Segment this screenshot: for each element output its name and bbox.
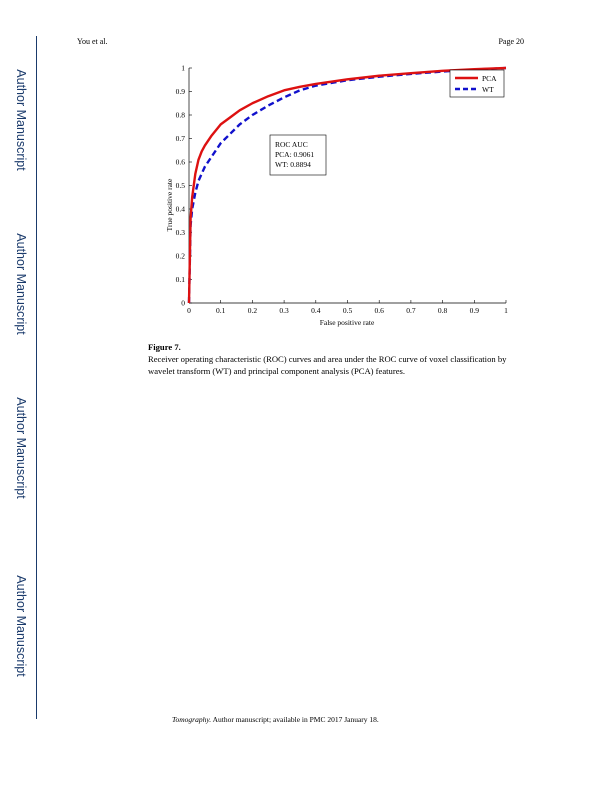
y-tick-label: 0.4 <box>176 205 186 214</box>
x-tick-label: 0.4 <box>311 306 321 315</box>
x-tick-label: 0.5 <box>343 306 353 315</box>
series-line-wt <box>189 68 506 303</box>
sidebar-divider <box>36 36 37 719</box>
y-axis-label: True positive rate <box>165 178 174 231</box>
chart-legend: PCA WT <box>450 70 504 97</box>
y-tick-label: 0 <box>181 299 185 308</box>
figure-caption-text: Receiver operating characteristic (ROC) … <box>148 354 506 376</box>
x-tick-label: 1 <box>504 306 508 315</box>
x-tick-label: 0.7 <box>406 306 416 315</box>
annotation-title: ROC AUC <box>275 140 308 149</box>
footer-text: Author manuscript; available in PMC 2017… <box>211 715 379 724</box>
y-tick-label: 0.7 <box>176 134 186 143</box>
x-tick-label: 0.6 <box>375 306 385 315</box>
y-tick-label: 0.6 <box>176 158 186 167</box>
series-line-pca <box>189 68 506 303</box>
chart-axes: 0 0.1 0.2 0.3 0.4 0.5 0.6 0.7 0.8 0.9 1 0 0.1 0.2 0.3 0… <box>176 64 509 316</box>
figure-label: Figure 7. <box>148 341 528 353</box>
x-tick-label: 0.9 <box>470 306 480 315</box>
running-header-author: You et al. <box>77 37 108 46</box>
x-tick-label: 0.8 <box>438 306 448 315</box>
x-axis-label: False positive rate <box>320 318 375 327</box>
y-tick-label: 1 <box>181 64 185 73</box>
legend-pca-label: PCA <box>482 74 497 83</box>
legend-wt-label: WT <box>482 85 494 94</box>
auc-annotation-box: ROC AUC PCA: 0.9061 WT: 0.8894 <box>270 135 326 175</box>
y-tick-label: 0.1 <box>176 275 186 284</box>
x-tick-label: 0.1 <box>216 306 226 315</box>
page-number: Page 20 <box>498 37 524 46</box>
figure-caption: Figure 7. Receiver operating characteris… <box>148 341 528 377</box>
roc-chart: 0 0.1 0.2 0.3 0.4 0.5 0.6 0.7 0.8 0.9 1 0 0.1 0.2 0.3 0… <box>160 60 520 332</box>
journal-name: Tomography. <box>172 715 211 724</box>
footer-citation: Tomography. Author manuscript; available… <box>172 715 379 724</box>
y-tick-label: 0.8 <box>176 111 186 120</box>
sidebar-label: Author Manuscript <box>11 526 31 726</box>
chart-curves <box>189 68 506 303</box>
x-tick-label: 0.2 <box>248 306 258 315</box>
y-tick-label: 0.9 <box>176 87 186 96</box>
y-tick-label: 0.5 <box>176 181 186 190</box>
x-tick-label: 0 <box>187 306 191 315</box>
sidebar-label: Author Manuscript <box>11 348 31 548</box>
x-tick-label: 0.3 <box>279 306 289 315</box>
annotation-wt-auc: WT: 0.8894 <box>275 160 311 169</box>
y-tick-label: 0.3 <box>176 228 186 237</box>
annotation-pca-auc: PCA: 0.9061 <box>275 150 314 159</box>
y-tick-label: 0.2 <box>176 252 186 261</box>
